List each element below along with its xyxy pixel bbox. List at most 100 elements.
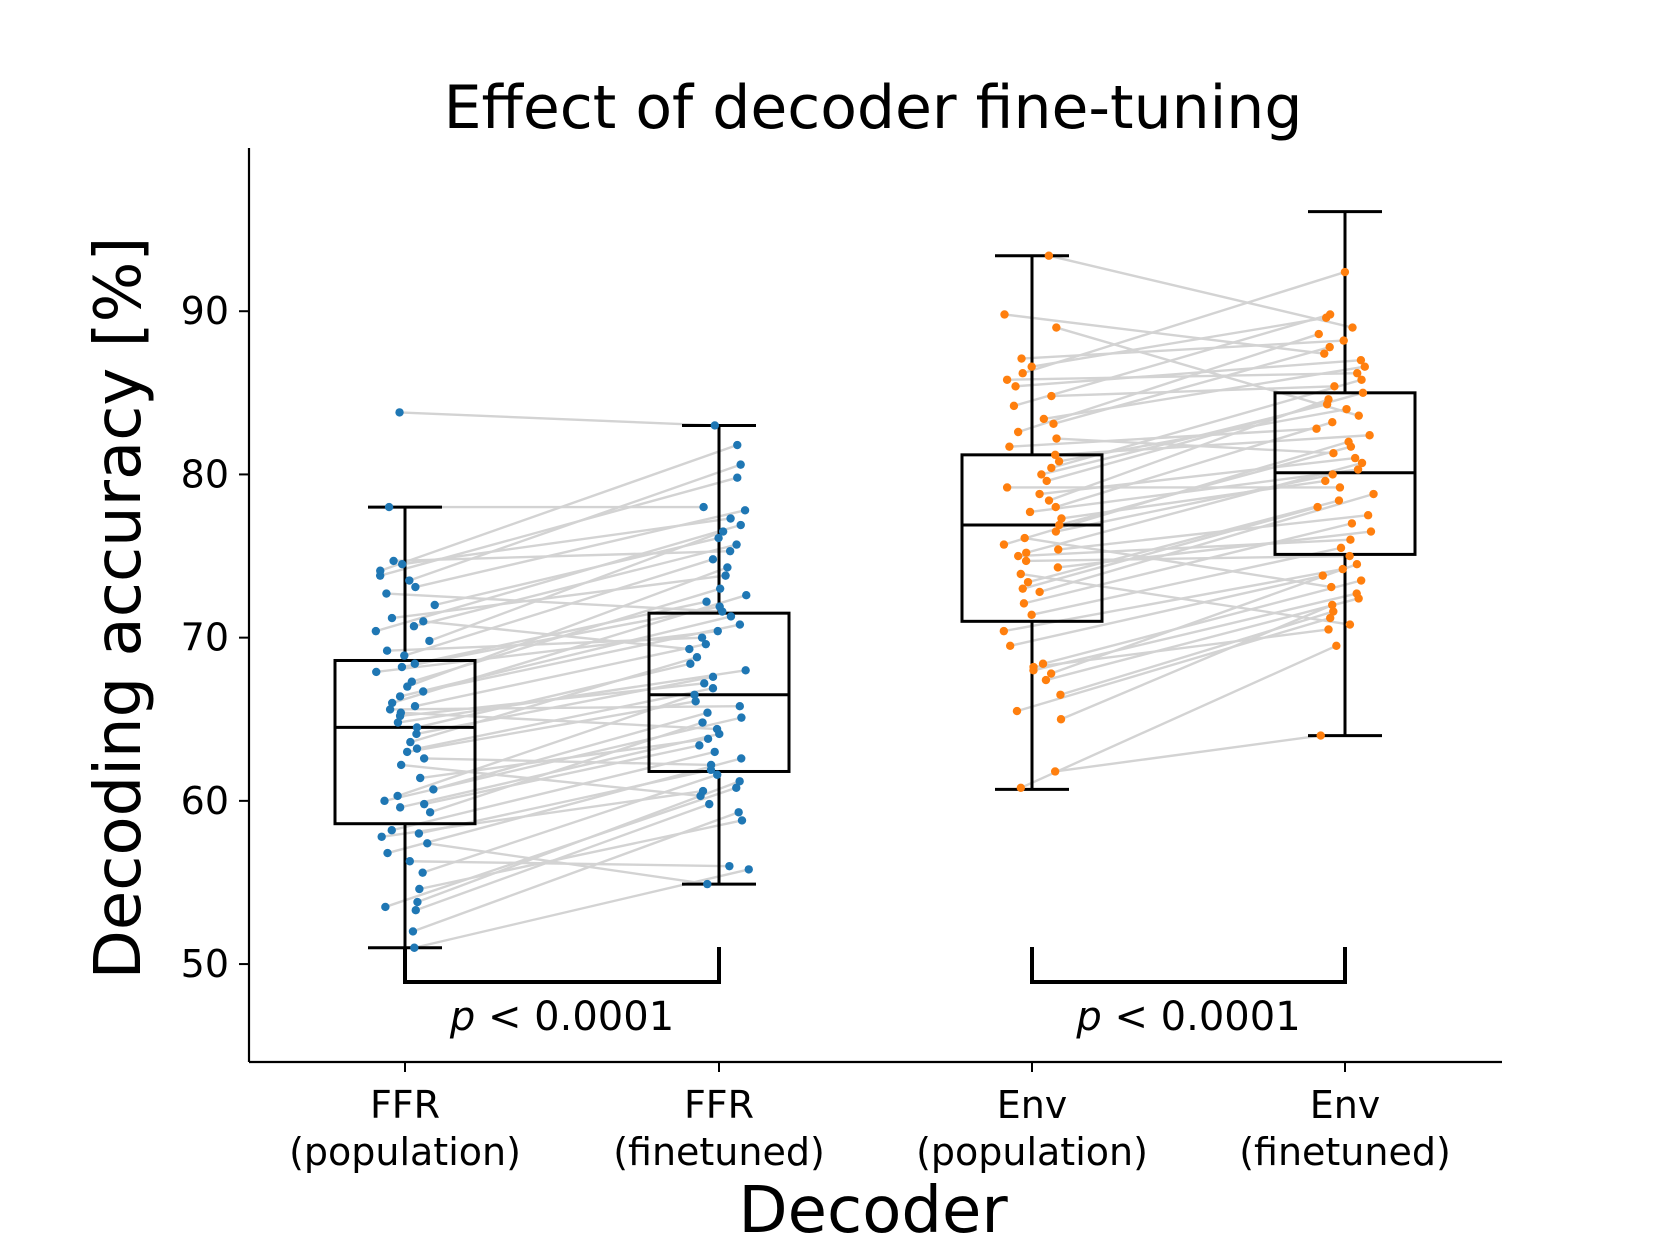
x-tick-label-line1: Env — [997, 1083, 1068, 1127]
env-population-point — [1029, 662, 1038, 672]
env-finetuned-point — [1325, 310, 1335, 319]
env-population-point — [1027, 610, 1036, 619]
ffr-finetuned-point — [705, 799, 714, 809]
ffr-finetuned-point — [708, 684, 718, 693]
env-finetuned-point — [1325, 342, 1334, 352]
env-pair-line — [1020, 644, 1337, 789]
env-finetuned-point — [1348, 323, 1357, 332]
ffr-finetuned-point — [710, 747, 719, 757]
ffr-finetuned-point — [690, 690, 699, 699]
x-tick-label-line2: (population) — [916, 1130, 1148, 1174]
ffr-finetuned-point — [732, 540, 741, 549]
box-3-iqr — [960, 453, 1104, 623]
env-pair-line — [1060, 610, 1334, 696]
ffr-population-point — [382, 646, 392, 655]
env-finetuned-point — [1339, 336, 1348, 345]
env-finetuned-point — [1353, 465, 1363, 474]
ffr-population-point — [406, 737, 415, 747]
ffr-population-point — [402, 747, 412, 757]
x-tick-label-line2: (finetuned) — [613, 1130, 825, 1174]
ffr-pair-line — [415, 802, 710, 912]
env-pair-line — [1027, 499, 1340, 584]
paired-connector-lines — [375, 254, 1374, 949]
ffr-finetuned-point — [702, 597, 711, 606]
ffr-pair-line — [419, 819, 743, 891]
ffr-pair-line — [399, 615, 732, 698]
ffr-finetuned-point — [736, 520, 745, 530]
env-finetuned-point — [1354, 411, 1363, 420]
ffr-finetuned-point — [695, 741, 704, 750]
x-tick-label-line1: Env — [1310, 1083, 1381, 1127]
ffr-population-point — [419, 617, 428, 626]
ffr-population-point — [397, 559, 407, 569]
ffr-pair-line — [376, 629, 718, 674]
ffr-finetuned-point — [723, 563, 732, 572]
env-pair-line — [1048, 254, 1353, 329]
significance-bracket — [1030, 947, 1347, 984]
env-population-point — [1025, 507, 1035, 517]
chart-title: Effect of decoder fine-tuning — [444, 73, 1303, 143]
ffr-population-point — [430, 600, 439, 610]
env-population-point — [1016, 783, 1026, 792]
env-population-point — [1053, 563, 1063, 572]
env-finetuned-point — [1330, 382, 1339, 391]
env-pair-line — [1045, 597, 1359, 682]
env-finetuned-point — [1353, 369, 1362, 378]
env-population-point — [1002, 483, 1012, 492]
env-finetuned-point — [1326, 613, 1335, 623]
env-finetuned-point — [1358, 388, 1368, 398]
ffr-finetuned-point — [737, 754, 746, 763]
ffr-pair-line — [417, 780, 741, 904]
env-population-point — [1055, 520, 1064, 530]
y-tick-label: 60 — [181, 779, 229, 823]
ffr-population-point — [389, 556, 398, 566]
ffr-population-point — [425, 808, 435, 817]
ffr-pair-line — [390, 704, 740, 711]
ffr-finetuned-point — [714, 533, 723, 543]
env-population-point — [1042, 476, 1051, 486]
ffr-finetuned-point — [736, 460, 745, 469]
env-population-point — [1051, 502, 1060, 512]
ffr-finetuned-point — [713, 626, 722, 636]
env-population-point — [1051, 527, 1061, 536]
ffr-finetuned-point — [715, 602, 724, 611]
env-finetuned-point — [1350, 453, 1360, 463]
x-axis-label: Decoder — [738, 1174, 1008, 1245]
ffr-finetuned-point — [692, 653, 702, 662]
ffr-population-point — [381, 902, 390, 912]
ffr-population-point — [409, 622, 419, 631]
significance-annotations: p < 0.0001 p < 0.0001 — [403, 947, 1347, 1040]
env-finetuned-point — [1345, 551, 1354, 561]
ffr-pair-line — [387, 757, 742, 855]
ffr-population-point — [425, 636, 434, 646]
ffr-population-point — [411, 582, 420, 592]
env-population-point — [1018, 369, 1027, 378]
x-tick-label-line2: (population) — [289, 1130, 521, 1174]
ffr-population-point — [410, 701, 420, 711]
env-population-point — [1051, 450, 1060, 460]
env-pair-line — [1056, 437, 1334, 455]
ffr-population-point — [416, 773, 425, 783]
x-tick-label-line1: FFR — [684, 1083, 754, 1127]
env-population-point — [1027, 362, 1036, 371]
env-finetuned-point — [1338, 564, 1347, 574]
env-finetuned-point — [1344, 437, 1353, 446]
env-finetuned-point — [1328, 418, 1337, 427]
ffr-pair-line — [423, 620, 690, 651]
env-population-point — [1057, 514, 1066, 523]
ffr-population-point — [408, 927, 418, 936]
ffr-pair-line — [393, 549, 731, 563]
env-population-point — [1038, 659, 1048, 668]
env-finetuned-point — [1320, 349, 1329, 358]
env-finetuned-point — [1365, 431, 1374, 440]
env-pair-line — [1031, 316, 1327, 368]
env-finetuned-point — [1324, 395, 1333, 404]
ffr-pair-line — [422, 773, 718, 874]
ffr-finetuned-point — [708, 555, 718, 564]
ffr-population-point — [395, 803, 405, 812]
ffr-finetuned-point — [737, 713, 746, 722]
ffr-population-point — [413, 897, 422, 907]
env-finetuned-point — [1356, 576, 1366, 585]
ffr-population-point — [400, 651, 409, 660]
env-finetuned-point — [1347, 519, 1357, 528]
